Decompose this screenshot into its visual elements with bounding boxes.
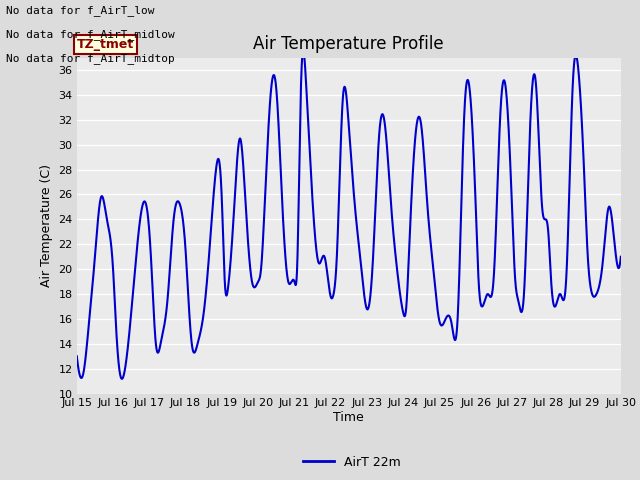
Text: No data for f_AirT_midlow: No data for f_AirT_midlow xyxy=(6,29,175,40)
Legend: AirT 22m: AirT 22m xyxy=(298,451,406,474)
Text: No data for f_AirT_low: No data for f_AirT_low xyxy=(6,5,155,16)
X-axis label: Time: Time xyxy=(333,410,364,423)
Text: No data for f_AirT_midtop: No data for f_AirT_midtop xyxy=(6,53,175,64)
Title: Air Temperature Profile: Air Temperature Profile xyxy=(253,35,444,53)
Text: TZ_tmet: TZ_tmet xyxy=(77,38,134,51)
Y-axis label: Air Temperature (C): Air Temperature (C) xyxy=(40,164,53,287)
